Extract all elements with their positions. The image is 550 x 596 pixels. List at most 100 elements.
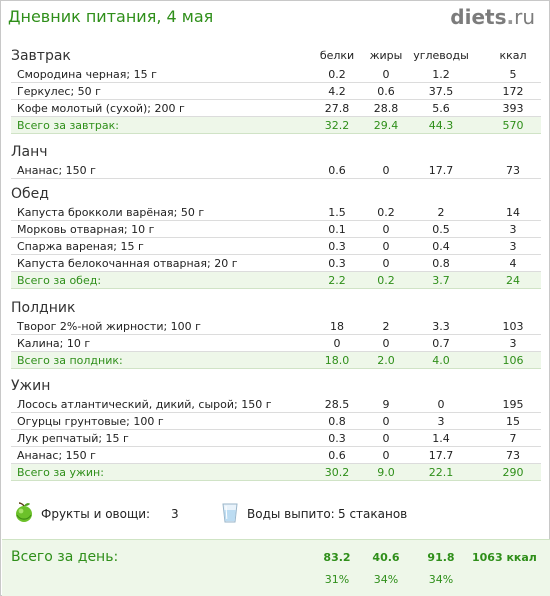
food-name: Смородина черная; 15 г xyxy=(17,68,157,81)
total-proteins: 30.2 xyxy=(324,466,350,479)
food-name: Калина; 10 г xyxy=(17,337,91,350)
food-carbs: 0.7 xyxy=(432,337,450,350)
food-row: Огурцы грунтовые; 100 г 0.8 0 3 15 xyxy=(11,413,541,430)
total-kcal: 290 xyxy=(502,466,524,479)
logo-tld: ru xyxy=(514,5,535,29)
meal-supper: Ужин Лосось атлантический, дикий, сырой;… xyxy=(11,377,541,481)
food-name: Геркулес; 50 г xyxy=(17,85,101,98)
food-row: Лосось атлантический, дикий, сырой; 150 … xyxy=(11,396,541,413)
meal-total-label: Всего за обед: xyxy=(17,274,102,287)
meal-total-row: Всего за обед: 2.2 0.2 3.7 24 xyxy=(11,272,541,289)
food-carbs: 1.4 xyxy=(432,432,450,445)
meal-dinner: Обед Капуста брокколи варёная; 50 г 1.5 … xyxy=(11,185,541,289)
meal-total-row: Всего за завтрак: 32.2 29.4 44.3 570 xyxy=(11,117,541,134)
food-name: Огурцы грунтовые; 100 г xyxy=(17,415,164,428)
logo-dot: . xyxy=(506,5,515,29)
food-row: Смородина черная; 15 г 0.2 0 1.2 5 xyxy=(11,66,541,83)
extras-row: Фрукты и овощи: 3 Воды выпито: 5 стакано… xyxy=(11,501,541,529)
food-proteins: 0.2 xyxy=(328,68,346,81)
food-proteins: 28.5 xyxy=(324,398,350,411)
meal-total-label: Всего за ужин: xyxy=(17,466,104,479)
food-kcal: 393 xyxy=(502,102,524,115)
meal-title: Обед xyxy=(11,186,49,202)
food-kcal: 73 xyxy=(506,449,520,462)
food-fats: 0 xyxy=(382,68,390,81)
fruits-label: Фрукты и овощи: xyxy=(41,507,151,521)
food-row: Спаржа вареная; 15 г 0.3 0 0.4 3 xyxy=(11,238,541,255)
food-fats: 9 xyxy=(382,398,390,411)
food-kcal: 73 xyxy=(506,164,520,177)
food-row: Морковь отварная; 10 г 0.1 0 0.5 3 xyxy=(11,221,541,238)
column-header-kcal: ккал xyxy=(499,49,527,62)
day-total-fats: 40.6 xyxy=(372,551,400,564)
food-fats: 0.2 xyxy=(377,206,395,219)
meal-lunch: Ланч Ананас; 150 г 0.6 0 17.7 73 xyxy=(11,143,541,179)
total-kcal: 106 xyxy=(502,354,524,367)
food-kcal: 3 xyxy=(509,337,517,350)
column-header-carbs: углеводы xyxy=(413,49,469,62)
food-carbs: 5.6 xyxy=(432,102,450,115)
total-carbs: 44.3 xyxy=(428,119,454,132)
header: Дневник питания, 4 мая diets.ru xyxy=(1,1,549,37)
food-name: Ананас; 150 г xyxy=(17,449,96,462)
total-fats: 29.4 xyxy=(373,119,399,132)
total-kcal: 24 xyxy=(506,274,520,287)
food-proteins: 4.2 xyxy=(328,85,346,98)
site-logo[interactable]: diets.ru xyxy=(450,5,535,29)
total-kcal: 570 xyxy=(502,119,524,132)
food-proteins: 0.3 xyxy=(328,432,346,445)
day-total-proteins-percent: 31% xyxy=(324,573,350,586)
food-name: Кофе молотый (сухой); 200 г xyxy=(17,102,185,115)
total-proteins: 2.2 xyxy=(328,274,346,287)
food-row: Лук репчатый; 15 г 0.3 0 1.4 7 xyxy=(11,430,541,447)
meal-total-row: Всего за полдник: 18.0 2.0 4.0 106 xyxy=(11,352,541,369)
food-kcal: 3 xyxy=(509,240,517,253)
food-carbs: 3 xyxy=(437,415,445,428)
food-fats: 28.8 xyxy=(373,102,399,115)
food-row: Творог 2%-ной жирности; 100 г 18 2 3.3 1… xyxy=(11,318,541,335)
food-carbs: 0.4 xyxy=(432,240,450,253)
food-row: Ананас; 150 г 0.6 0 17.7 73 xyxy=(11,162,541,179)
logo-main: diets xyxy=(450,5,507,29)
water-value: 5 стаканов xyxy=(338,507,408,521)
day-total-label: Всего за день: xyxy=(11,549,119,565)
total-carbs: 4.0 xyxy=(432,354,450,367)
meal-breakfast: Завтрак Смородина черная; 15 г 0.2 0 1.2… xyxy=(11,47,541,134)
food-proteins: 0.8 xyxy=(328,415,346,428)
food-fats: 2 xyxy=(382,320,390,333)
meal-total-row: Всего за ужин: 30.2 9.0 22.1 290 xyxy=(11,464,541,481)
food-proteins: 0.3 xyxy=(328,257,346,270)
food-kcal: 5 xyxy=(509,68,517,81)
food-fats: 0 xyxy=(382,415,390,428)
apple-icon xyxy=(16,502,32,522)
food-carbs: 17.7 xyxy=(428,449,454,462)
day-total: Всего за день: 83.2 40.6 91.8 1063 ккал … xyxy=(2,539,550,596)
food-row: Капуста брокколи варёная; 50 г 1.5 0.2 2… xyxy=(11,204,541,221)
meal-afternoon-snack: Полдник Творог 2%-ной жирности; 100 г 18… xyxy=(11,299,541,369)
column-header-proteins: белки xyxy=(319,49,355,62)
day-total-proteins: 83.2 xyxy=(323,551,351,564)
food-fats: 0 xyxy=(382,257,390,270)
total-proteins: 18.0 xyxy=(324,354,350,367)
food-name: Лук репчатый; 15 г xyxy=(17,432,129,445)
food-fats: 0 xyxy=(382,337,390,350)
food-proteins: 0.6 xyxy=(328,164,346,177)
glass-icon xyxy=(222,503,238,523)
food-name: Капуста брокколи варёная; 50 г xyxy=(17,206,205,219)
food-name: Творог 2%-ной жирности; 100 г xyxy=(17,320,201,333)
food-proteins: 1.5 xyxy=(328,206,346,219)
food-fats: 0 xyxy=(382,164,390,177)
food-carbs: 0 xyxy=(437,398,445,411)
meal-title: Завтрак xyxy=(11,48,71,64)
meal-total-label: Всего за полдник: xyxy=(17,354,123,367)
food-kcal: 195 xyxy=(502,398,524,411)
total-carbs: 3.7 xyxy=(432,274,450,287)
food-fats: 0 xyxy=(382,240,390,253)
total-carbs: 22.1 xyxy=(428,466,454,479)
food-kcal: 4 xyxy=(509,257,517,270)
fruits-value: 3 xyxy=(171,507,179,521)
food-fats: 0 xyxy=(382,449,390,462)
food-carbs: 1.2 xyxy=(432,68,450,81)
total-fats: 9.0 xyxy=(377,466,395,479)
